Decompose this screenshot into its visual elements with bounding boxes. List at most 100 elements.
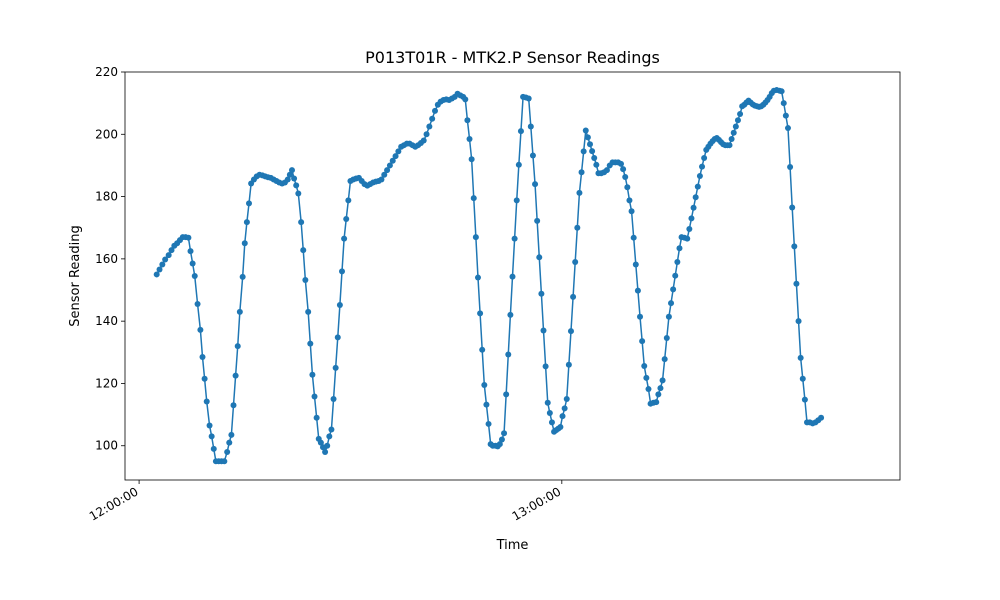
data-point [570,293,577,300]
data-point [626,197,633,204]
data-point [420,137,427,144]
data-point [201,375,208,382]
data-point [194,301,201,308]
data-point [653,399,660,406]
data-point [466,135,473,142]
data-point [189,260,196,267]
data-point [686,225,693,232]
data-point [544,399,551,406]
data-point [509,273,516,280]
data-point [793,280,800,287]
data-point [580,148,587,155]
data-point [513,197,520,204]
data-point [210,445,217,452]
data-point [322,448,329,455]
data-point [589,148,596,155]
data-point [334,334,341,341]
data-point [641,363,648,370]
data-point [628,208,635,215]
data-point [584,134,591,141]
data-point [234,343,241,350]
data-point [668,300,675,307]
data-point [657,385,664,392]
data-point [472,234,479,241]
data-point [468,156,475,163]
data-point [701,154,708,161]
data-point [665,313,672,320]
data-point [565,361,572,368]
data-point [801,396,808,403]
data-point [206,422,213,429]
data-point [243,219,250,226]
data-point [481,382,488,389]
data-point [343,216,350,222]
data-point [789,204,796,211]
data-point [392,153,399,160]
data-point [690,204,697,211]
data-point [734,117,741,124]
y-tick-label: 100 [95,439,118,453]
data-point [582,127,589,134]
data-point [423,131,430,138]
data-point [620,166,627,173]
data-point [483,401,490,408]
data-point [630,234,637,241]
data-point [496,441,503,448]
data-point [517,128,524,135]
data-point [728,135,735,142]
data-point [578,169,585,176]
data-point [567,328,574,335]
data-point [395,148,402,155]
data-point [529,152,536,159]
data-point [187,248,194,255]
data-point [527,123,534,130]
data-point [661,356,668,363]
data-point [639,338,646,345]
data-point [498,436,505,443]
data-point [511,235,518,242]
data-point [462,96,469,103]
data-point [199,353,206,360]
data-point [302,277,309,284]
data-point [643,374,650,381]
data-point [228,431,235,438]
data-point [156,266,163,273]
data-point [540,327,547,334]
data-point [737,111,744,118]
data-point [676,245,683,252]
x-tick-label: 12:00:00 [87,484,141,523]
data-point [345,197,352,204]
data-point [477,310,484,317]
data-point [548,419,555,426]
data-point [384,167,391,174]
data-point [655,391,662,398]
data-point [295,190,302,197]
y-tick-label: 120 [95,376,118,390]
data-point [799,375,806,382]
data-point [288,167,295,174]
data-point [559,413,566,420]
plot-area [153,87,825,465]
x-tick-label: 13:00:00 [510,484,564,523]
data-point [474,274,481,281]
data-point [778,88,785,95]
data-point [224,448,231,455]
data-point [576,189,583,196]
data-point [672,272,679,279]
y-axis-label: Sensor Reading [68,225,83,326]
data-point [309,371,316,378]
axes: 100 120 140 160 180 200 220 12:00:00 13:00:00 [87,65,901,524]
data-point [286,171,293,178]
data-point [328,426,335,433]
data-point [557,424,564,431]
y-tick-label: 220 [95,65,118,79]
data-point [730,129,737,136]
data-point [241,240,248,247]
data-point [162,256,169,263]
data-point [330,396,337,403]
data-point [232,372,239,379]
data-point [470,195,477,202]
data-point [479,346,486,353]
